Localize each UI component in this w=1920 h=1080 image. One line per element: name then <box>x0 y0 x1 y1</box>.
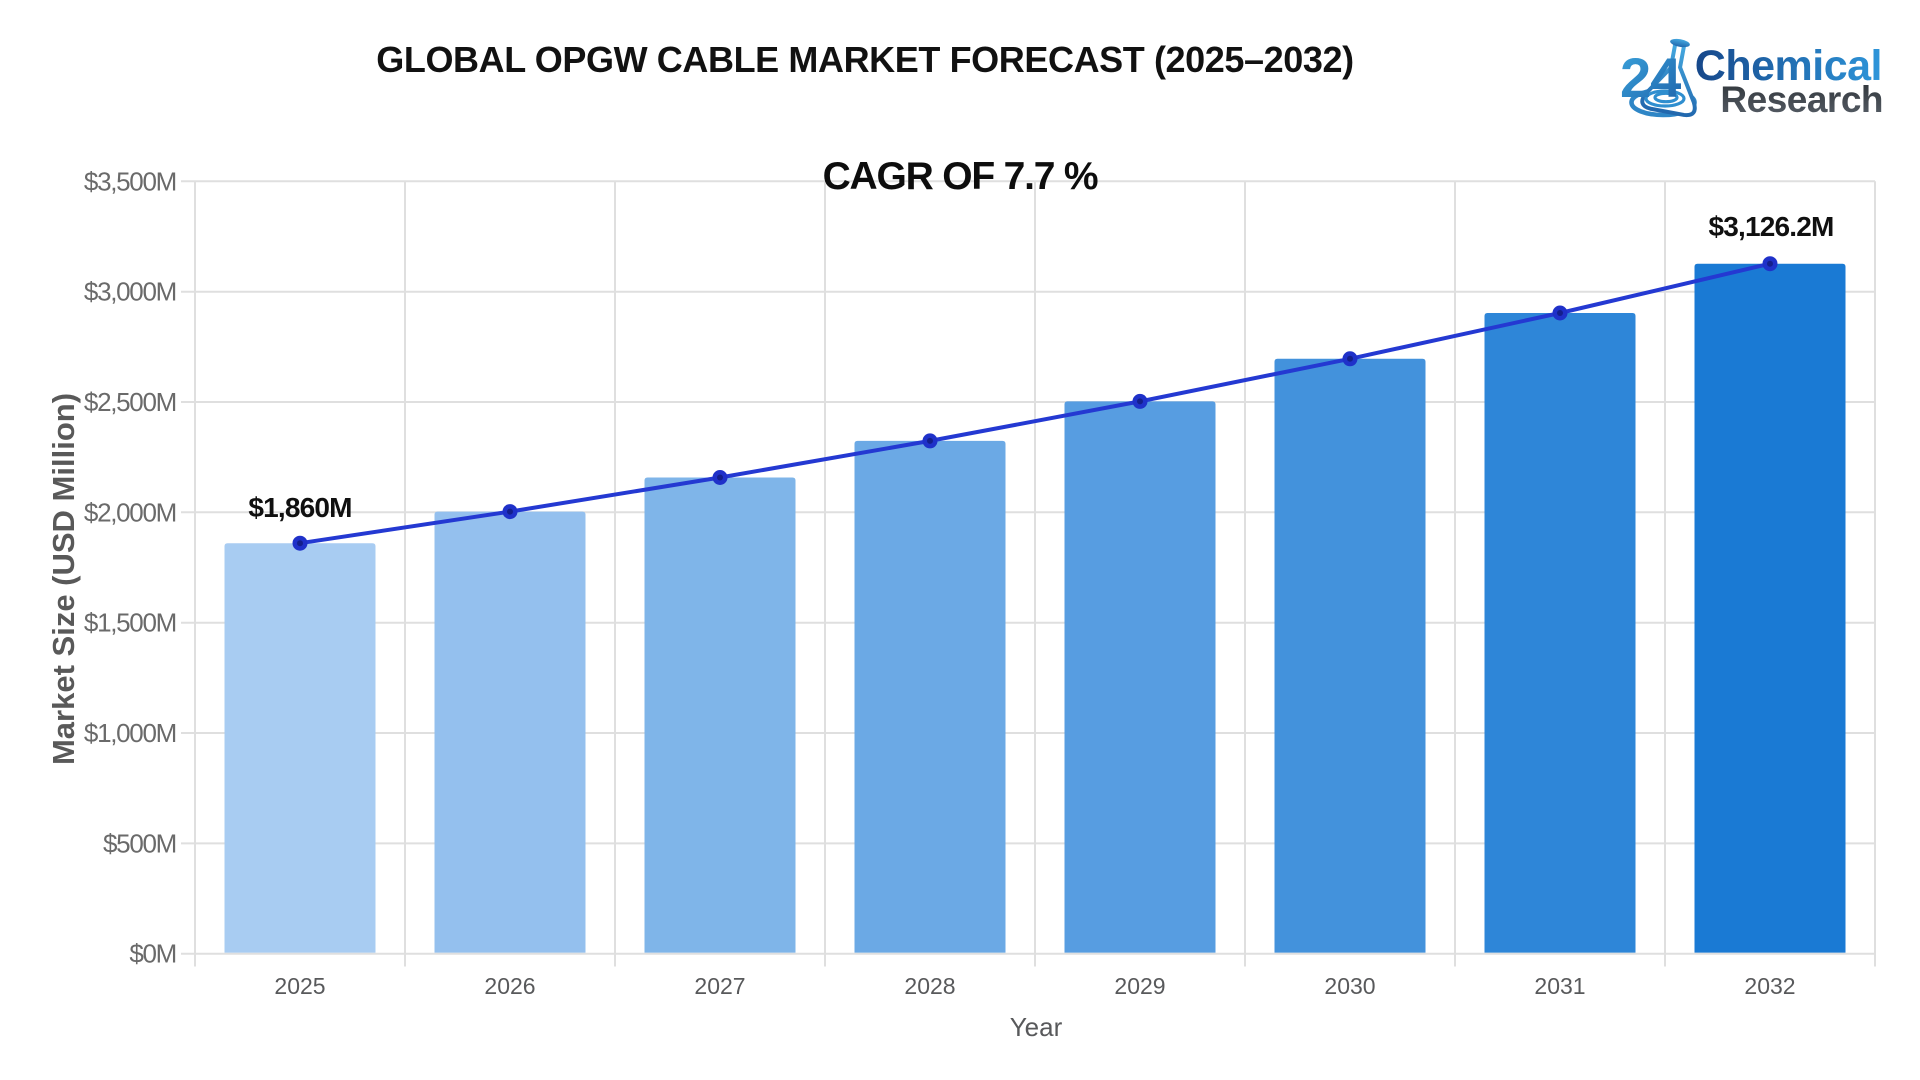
svg-text:$3,126.2M: $3,126.2M <box>1708 211 1833 242</box>
svg-text:Research: Research <box>1720 79 1883 120</box>
svg-text:$3,000M: $3,000M <box>84 277 176 307</box>
svg-text:$1,000M: $1,000M <box>84 718 176 748</box>
svg-text:2031: 2031 <box>1534 973 1585 999</box>
svg-text:$1,860M: $1,860M <box>248 492 351 523</box>
svg-text:GLOBAL OPGW CABLE MARKET FOREC: GLOBAL OPGW CABLE MARKET FORECAST (2025–… <box>376 39 1354 80</box>
svg-text:Year: Year <box>1010 1012 1063 1042</box>
svg-text:CAGR OF 7.7 %: CAGR OF 7.7 % <box>823 155 1098 198</box>
svg-text:2028: 2028 <box>904 973 955 999</box>
svg-text:$2,500M: $2,500M <box>84 387 176 417</box>
svg-text:2025: 2025 <box>274 973 325 999</box>
svg-text:Chemical: Chemical <box>1695 42 1882 90</box>
svg-text:2027: 2027 <box>694 973 745 999</box>
svg-text:2026: 2026 <box>484 973 535 999</box>
svg-text:2030: 2030 <box>1324 973 1375 999</box>
svg-text:24: 24 <box>1620 46 1681 109</box>
svg-text:$2,000M: $2,000M <box>84 497 176 527</box>
svg-text:$500M: $500M <box>103 828 176 858</box>
svg-text:2032: 2032 <box>1744 973 1795 999</box>
svg-text:2029: 2029 <box>1114 973 1165 999</box>
svg-text:Market Size (USD Million): Market Size (USD Million) <box>46 393 81 765</box>
svg-text:$3,500M: $3,500M <box>84 166 176 196</box>
svg-text:$0M: $0M <box>129 939 176 969</box>
svg-text:$1,500M: $1,500M <box>84 608 176 638</box>
